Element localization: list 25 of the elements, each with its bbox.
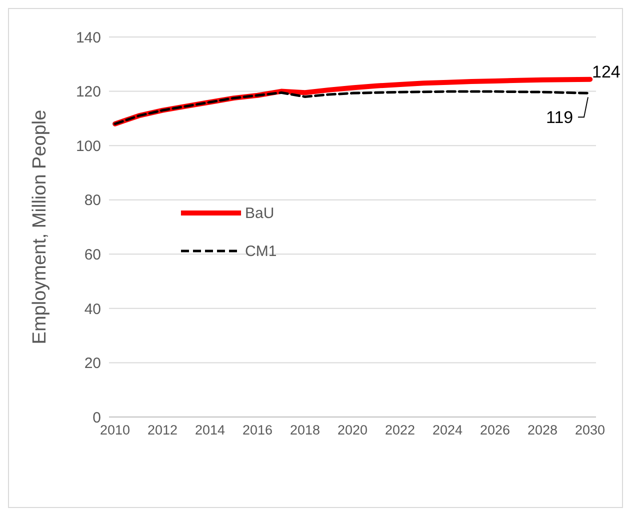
x-tick-label: 2030: [574, 422, 606, 438]
x-tick-label: 2020: [337, 422, 368, 438]
y-tick-label: 140: [76, 29, 101, 46]
legend-label: BaU: [245, 204, 274, 222]
y-axis-title: Employment, Million People: [30, 110, 51, 344]
y-tick-label: 80: [84, 192, 101, 210]
y-tick-label: 20: [84, 355, 101, 372]
y-tick-label: 0: [92, 409, 101, 426]
y-tick-label: 40: [84, 300, 101, 318]
legend-label: CM1: [245, 242, 277, 260]
x-tick-label: 2026: [480, 422, 510, 438]
x-tick-label: 2016: [242, 422, 273, 438]
data-label: 124: [592, 62, 620, 82]
x-tick-label: 2024: [432, 422, 463, 438]
x-tick-label: 2022: [384, 422, 416, 438]
y-tick-label: 60: [84, 246, 101, 264]
x-tick-label: 2028: [527, 422, 558, 438]
line-series: [114, 90, 592, 126]
y-tick-label: 120: [76, 84, 101, 101]
x-tick-label: 2014: [194, 422, 226, 438]
x-tick-label: 2010: [100, 422, 130, 438]
x-tick-label: 2018: [290, 422, 320, 438]
y-tick-label: 100: [76, 138, 101, 155]
data-label: 119: [546, 108, 574, 128]
x-tick-label: 2012: [147, 422, 178, 438]
